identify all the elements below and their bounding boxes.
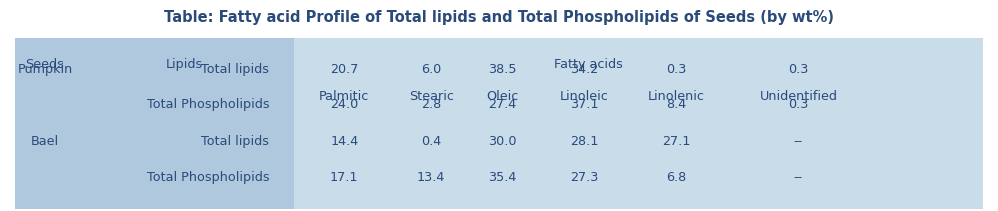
Text: 14.4: 14.4 <box>330 135 358 148</box>
Text: 6.0: 6.0 <box>421 63 441 76</box>
Text: Oleic: Oleic <box>486 89 518 103</box>
Text: Fatty acids: Fatty acids <box>554 58 624 71</box>
Text: Bael: Bael <box>31 135 59 148</box>
Text: 20.7: 20.7 <box>330 63 358 76</box>
Text: Palmitic: Palmitic <box>319 89 369 103</box>
Text: 0.4: 0.4 <box>421 135 441 148</box>
Text: 27.4: 27.4 <box>488 98 516 111</box>
Text: 6.8: 6.8 <box>667 171 687 184</box>
Text: Pumpkin: Pumpkin <box>17 63 73 76</box>
Text: Table: Fatty acid Profile of Total lipids and Total Phospholipids of Seeds (by w: Table: Fatty acid Profile of Total lipid… <box>164 10 834 26</box>
Text: 0.3: 0.3 <box>788 63 808 76</box>
Text: 8.4: 8.4 <box>667 98 687 111</box>
Text: Seeds: Seeds <box>26 58 64 71</box>
Text: 24.0: 24.0 <box>330 98 358 111</box>
Text: Linoleic: Linoleic <box>560 89 608 103</box>
Text: Total lipids: Total lipids <box>202 135 269 148</box>
Text: 27.3: 27.3 <box>570 171 598 184</box>
Text: 37.1: 37.1 <box>570 98 598 111</box>
Text: 28.1: 28.1 <box>570 135 598 148</box>
Text: 0.3: 0.3 <box>788 98 808 111</box>
Text: --: -- <box>793 171 803 184</box>
Text: 17.1: 17.1 <box>330 171 358 184</box>
Text: 27.1: 27.1 <box>663 135 691 148</box>
Text: 35.4: 35.4 <box>488 171 516 184</box>
Text: 30.0: 30.0 <box>488 135 516 148</box>
Text: Total Phospholipids: Total Phospholipids <box>147 98 269 111</box>
Text: Unidentified: Unidentified <box>759 89 837 103</box>
Text: 13.4: 13.4 <box>417 171 445 184</box>
Text: 0.3: 0.3 <box>667 63 687 76</box>
Text: Lipids: Lipids <box>166 58 204 71</box>
Text: Total lipids: Total lipids <box>202 63 269 76</box>
Text: 34.2: 34.2 <box>570 63 598 76</box>
Text: 38.5: 38.5 <box>488 63 516 76</box>
FancyBboxPatch shape <box>294 38 983 209</box>
Text: Total Phospholipids: Total Phospholipids <box>147 171 269 184</box>
FancyBboxPatch shape <box>15 38 983 209</box>
Text: --: -- <box>793 135 803 148</box>
Text: 2.8: 2.8 <box>421 98 441 111</box>
Text: Stearic: Stearic <box>409 89 453 103</box>
Text: Linolenic: Linolenic <box>649 89 705 103</box>
